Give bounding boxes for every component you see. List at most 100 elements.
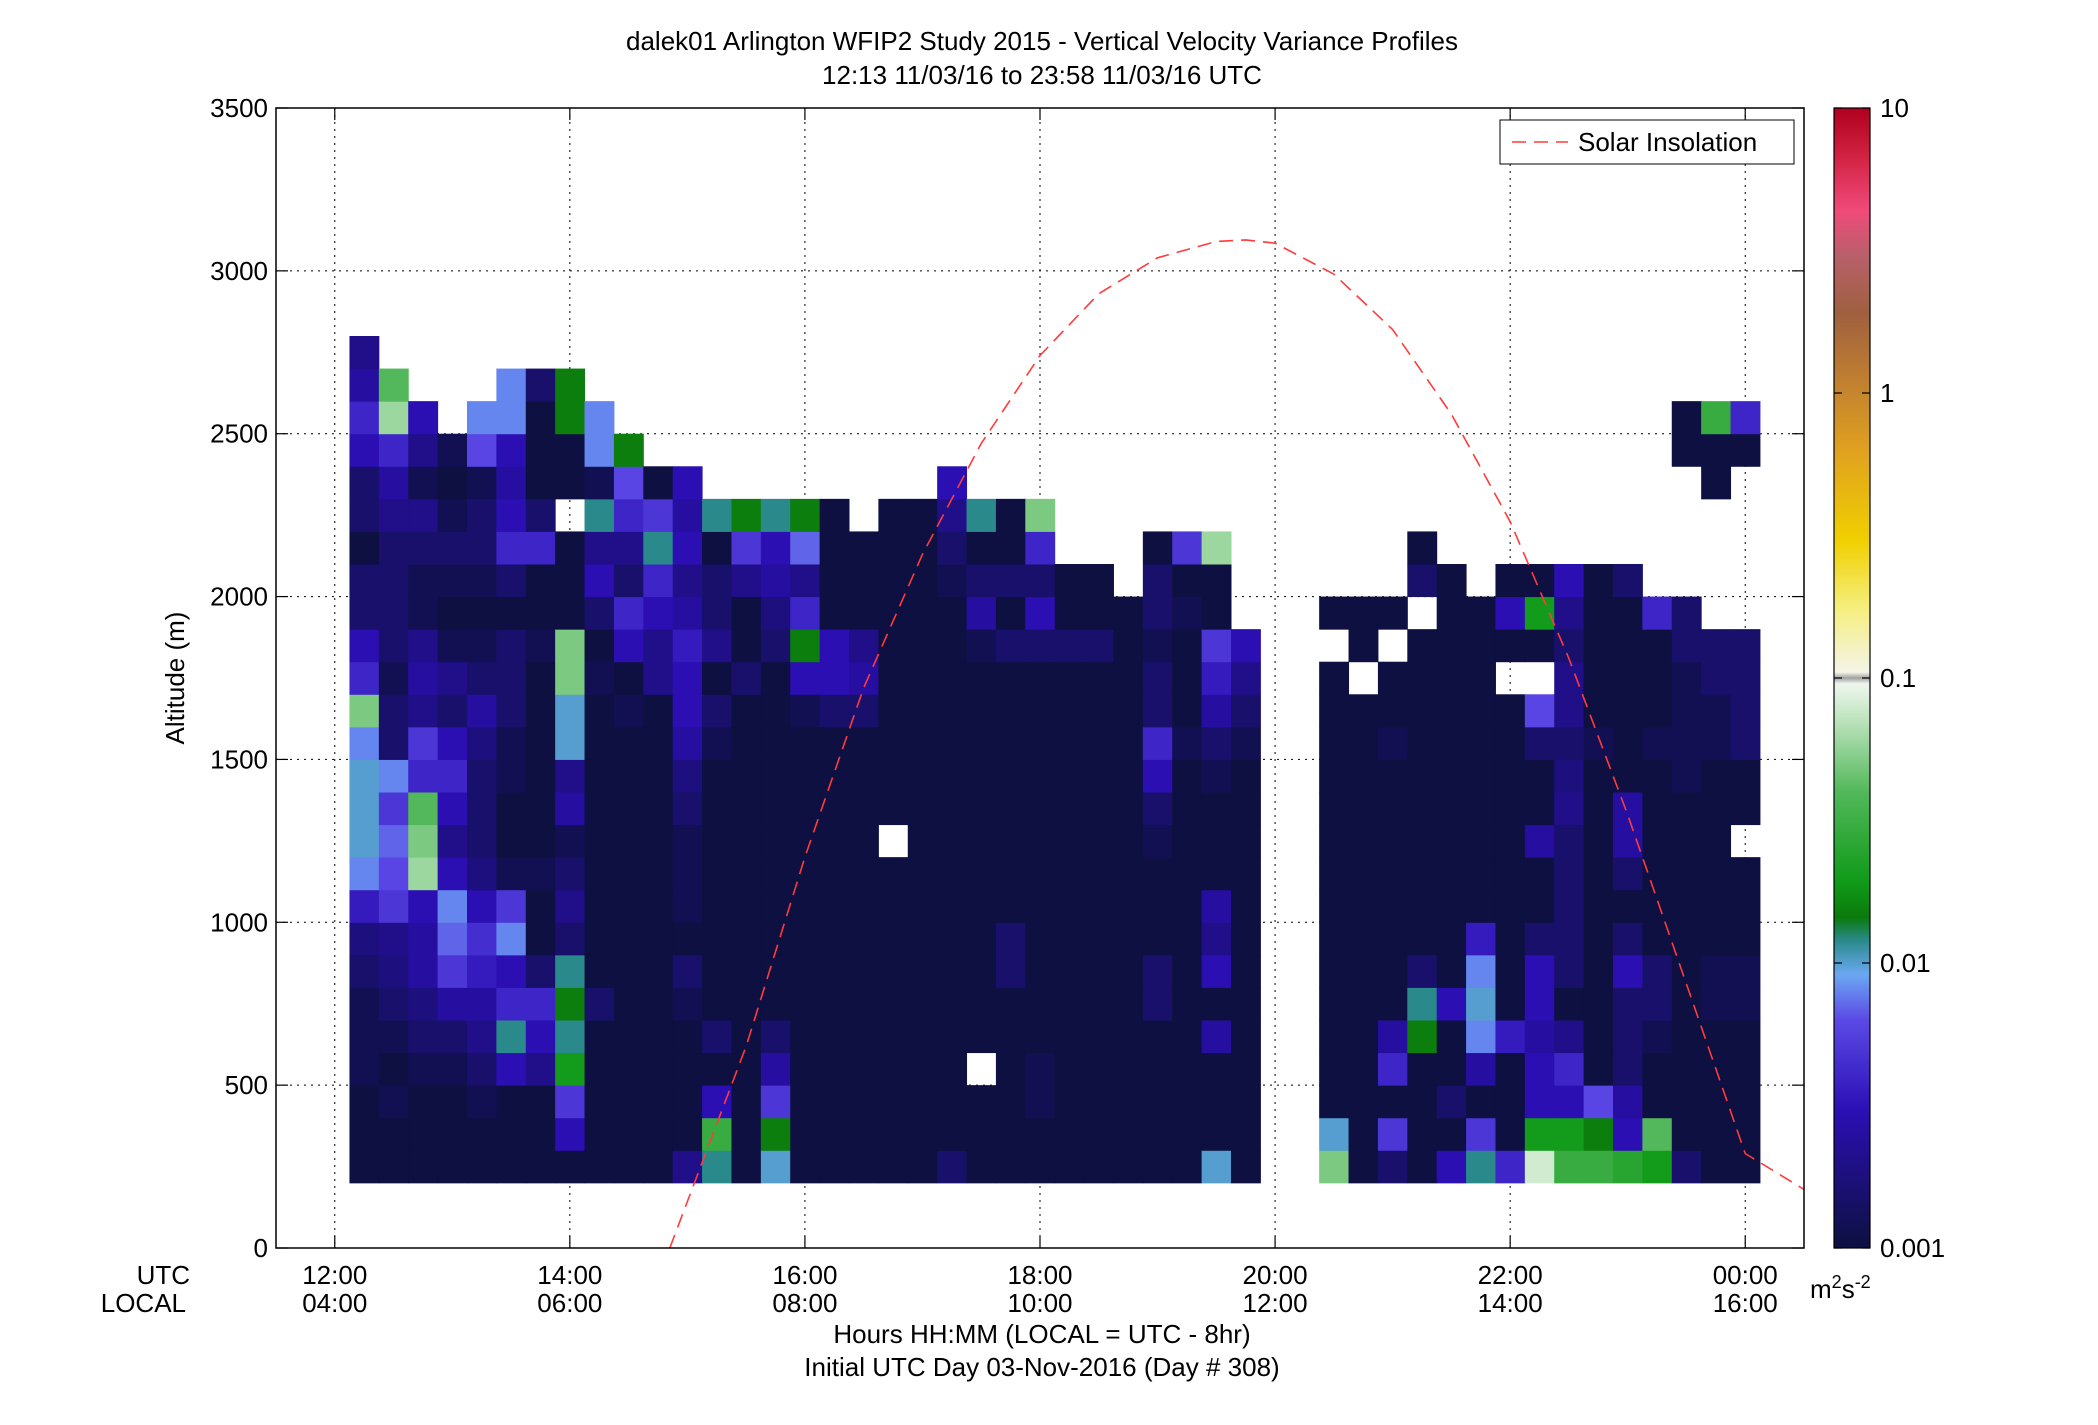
- heatmap-cell: [995, 531, 1026, 565]
- heatmap-cell: [378, 596, 409, 630]
- heatmap-cell: [878, 922, 909, 956]
- heatmap-cell: [1524, 824, 1555, 858]
- heatmap-cell: [1583, 564, 1614, 598]
- heatmap-cell: [819, 857, 850, 891]
- heatmap-cell: [584, 759, 615, 793]
- heatmap-cell: [467, 726, 497, 760]
- heatmap-cell: [790, 759, 821, 793]
- heatmap-cell: [731, 629, 762, 663]
- heatmap-cell: [349, 824, 380, 858]
- heatmap-cell: [525, 694, 556, 728]
- heatmap-cell: [760, 694, 791, 728]
- heatmap-cell: [1172, 824, 1203, 858]
- heatmap-cell: [790, 857, 821, 891]
- heatmap-cell: [790, 987, 821, 1021]
- heatmap-cell: [437, 726, 468, 760]
- heatmap-cell: [437, 1052, 468, 1086]
- x-tick-label-utc: 14:00: [537, 1260, 602, 1290]
- heatmap-cell: [525, 889, 556, 923]
- heatmap-cell: [408, 1150, 439, 1184]
- heatmap-cell: [1730, 726, 1761, 760]
- heatmap-cell: [790, 1020, 821, 1054]
- heatmap-cell: [937, 954, 968, 988]
- heatmap-cell: [731, 1085, 762, 1119]
- heatmap-cell: [1554, 889, 1585, 923]
- heatmap-cell: [1348, 857, 1379, 891]
- heatmap-cell: [408, 531, 439, 565]
- heatmap-cell: [1613, 1020, 1643, 1054]
- heatmap-cell: [349, 336, 380, 370]
- heatmap-cell: [1466, 629, 1496, 663]
- heatmap-cell: [1201, 1085, 1232, 1119]
- heatmap-cell: [555, 661, 586, 695]
- heatmap-cell: [1466, 954, 1496, 988]
- heatmap-cell: [1554, 1085, 1585, 1119]
- heatmap-cell: [378, 824, 409, 858]
- x-tick-label-utc: 22:00: [1478, 1260, 1543, 1290]
- heatmap-cell: [1583, 661, 1614, 695]
- heatmap-cell: [819, 1117, 850, 1151]
- heatmap-cell: [1377, 1052, 1408, 1086]
- heatmap-cell: [1613, 629, 1643, 663]
- heatmap-cell: [995, 987, 1026, 1021]
- heatmap-cell: [1730, 694, 1761, 728]
- heatmap-cell: [819, 564, 850, 598]
- heatmap-cell: [525, 1085, 556, 1119]
- heatmap-cell: [643, 1085, 674, 1119]
- heatmap-cell: [1554, 857, 1585, 891]
- heatmap-cell: [525, 368, 556, 402]
- heatmap-cell: [1407, 1052, 1438, 1086]
- heatmap-cell: [1495, 564, 1526, 598]
- heatmap-cell: [1201, 922, 1232, 956]
- heatmap-cell: [613, 857, 644, 891]
- heatmap-cell: [1231, 629, 1261, 663]
- heatmap-cell: [525, 987, 556, 1021]
- heatmap-cell: [1377, 759, 1408, 793]
- heatmap-cell: [1671, 726, 1702, 760]
- heatmap-cell: [643, 694, 674, 728]
- heatmap-cell: [408, 792, 439, 826]
- heatmap-cell: [1084, 987, 1114, 1021]
- heatmap-cell: [555, 564, 586, 598]
- heatmap-cell: [467, 531, 497, 565]
- heatmap-cell: [1172, 954, 1203, 988]
- heatmap-cell: [555, 889, 586, 923]
- heatmap-cell: [1583, 792, 1614, 826]
- heatmap-cell: [467, 954, 497, 988]
- heatmap-cell: [1084, 1117, 1114, 1151]
- heatmap-cell: [760, 1117, 791, 1151]
- heatmap-cell: [1407, 694, 1438, 728]
- heatmap-cell: [1054, 857, 1085, 891]
- heatmap-cell: [1084, 889, 1114, 923]
- heatmap-cell: [995, 726, 1026, 760]
- heatmap-cell: [1642, 857, 1673, 891]
- heatmap-cell: [672, 759, 703, 793]
- heatmap-cell: [1231, 824, 1261, 858]
- heatmap-cell: [937, 466, 968, 500]
- heatmap-cell: [878, 1117, 909, 1151]
- heatmap-cell: [1319, 824, 1350, 858]
- heatmap-cell: [1642, 987, 1673, 1021]
- heatmap-cell: [1613, 1117, 1643, 1151]
- heatmap-cell: [613, 954, 644, 988]
- heatmap-cell: [995, 1117, 1026, 1151]
- heatmap-cell: [819, 1020, 850, 1054]
- heatmap-cell: [349, 564, 380, 598]
- y-tick-label: 0: [254, 1233, 268, 1263]
- heatmap-cell: [613, 661, 644, 695]
- heatmap-cell: [1583, 694, 1614, 728]
- heatmap-cell: [1172, 1150, 1203, 1184]
- heatmap-cell: [790, 889, 821, 923]
- heatmap-cell: [1554, 694, 1585, 728]
- utc-row-label: UTC: [137, 1260, 190, 1290]
- heatmap-cell: [1025, 987, 1056, 1021]
- heatmap-cell: [349, 792, 380, 826]
- heatmap-cell: [1613, 857, 1643, 891]
- heatmap-cell: [878, 857, 909, 891]
- heatmap-cell: [1142, 889, 1173, 923]
- heatmap-cell: [1025, 759, 1056, 793]
- heatmap-cell: [1701, 987, 1732, 1021]
- heatmap-cell: [731, 759, 762, 793]
- heatmap-cell: [907, 1020, 938, 1054]
- heatmap-cell: [378, 1117, 409, 1151]
